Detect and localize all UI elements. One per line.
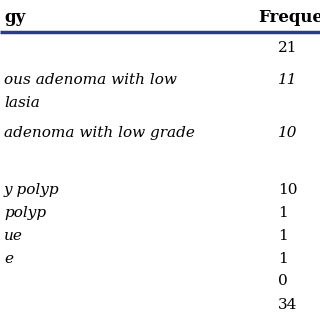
Text: y polyp: y polyp [4,183,60,197]
Text: ue: ue [4,229,23,243]
Text: lasia: lasia [4,96,40,110]
Text: gy: gy [4,10,25,27]
Text: 10: 10 [278,126,298,140]
Text: 11: 11 [278,73,298,87]
Text: 10: 10 [278,183,298,197]
Text: adenoma with low grade: adenoma with low grade [4,126,195,140]
Text: polyp: polyp [4,206,46,220]
Text: 21: 21 [278,41,298,55]
Text: Frequency: Frequency [258,10,320,27]
Text: 1: 1 [278,206,288,220]
Text: e: e [4,252,13,266]
Text: 1: 1 [278,252,288,266]
Text: 1: 1 [278,229,288,243]
Text: 34: 34 [278,298,297,312]
Text: 0: 0 [278,274,288,288]
Text: ous adenoma with low: ous adenoma with low [4,73,177,87]
